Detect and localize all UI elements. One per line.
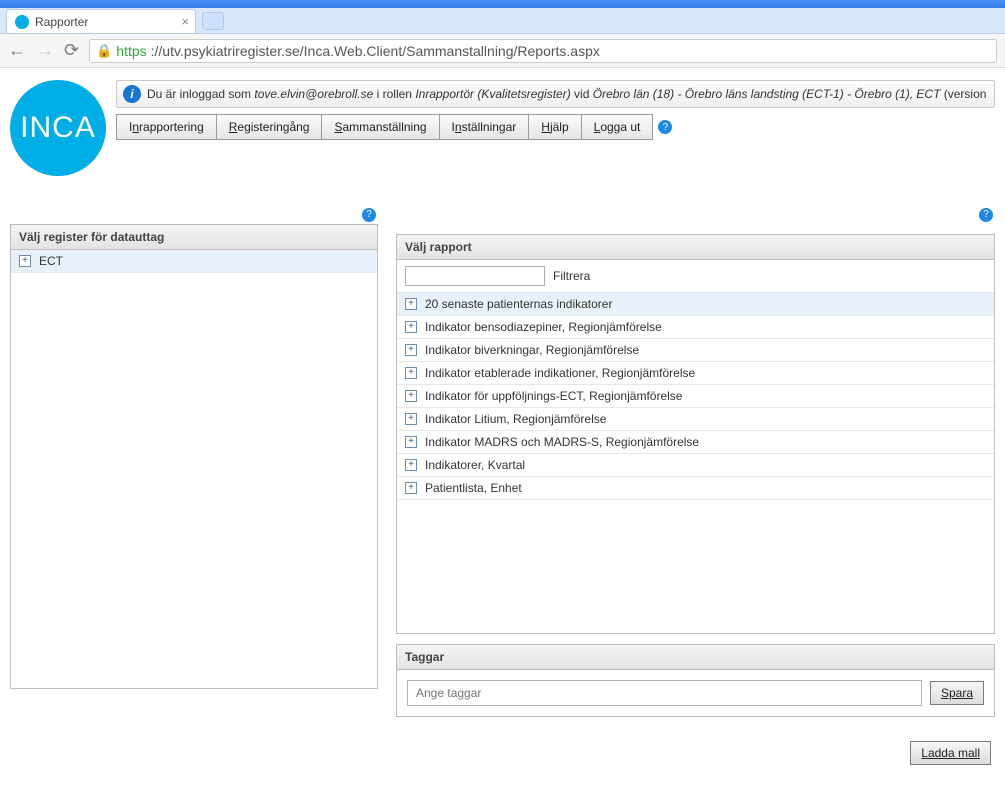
expand-icon[interactable]: +	[405, 344, 417, 356]
report-panel-title: Välj rapport	[397, 235, 994, 260]
help-icon[interactable]: ?	[979, 208, 993, 222]
report-row[interactable]: + Patientlista, Enhet	[397, 477, 994, 500]
load-template-label: Ladda mall	[921, 746, 980, 760]
login-info-bar: i Du är inloggad som tove.elvin@orebroll…	[116, 80, 995, 108]
info-text: Du är inloggad som tove.elvin@orebroll.s…	[147, 87, 986, 101]
report-row-label: Indikatorer, Kvartal	[425, 458, 525, 472]
menu-item-4[interactable]: Hjälp	[528, 114, 581, 140]
report-row-label: Indikator för uppföljnings-ECT, Regionjä…	[425, 389, 682, 403]
report-row[interactable]: +20 senaste patienternas indikatorer	[397, 293, 994, 316]
browser-toolbar: ← → ⟳ 🔒 https ://utv.psykiatriregister.se…	[0, 34, 1005, 68]
report-row[interactable]: + Indikator bensodiazepiner, Regionjämför…	[397, 316, 994, 339]
menu-item-0[interactable]: Inrapportering	[116, 114, 217, 140]
report-filter-input[interactable]	[405, 266, 545, 286]
menu-item-3[interactable]: Inställningar	[439, 114, 530, 140]
save-button-label: Spara	[941, 686, 973, 700]
load-template-button[interactable]: Ladda mall	[910, 741, 991, 765]
filter-label: Filtrera	[553, 269, 590, 283]
save-button[interactable]: Spara	[930, 681, 984, 705]
back-icon[interactable]: ←	[8, 40, 26, 61]
report-filter-row: Filtrera	[397, 260, 994, 293]
browser-tab[interactable]: Rapporter ×	[6, 9, 196, 33]
lock-icon: 🔒	[96, 43, 112, 59]
expand-icon[interactable]: +	[405, 436, 417, 448]
tab-close-icon[interactable]: ×	[181, 14, 189, 29]
report-row-label: Indikator MADRS och MADRS-S, Regionjämfö…	[425, 435, 699, 449]
menu-item-1[interactable]: Registeringång	[216, 114, 323, 140]
inca-logo: INCA	[10, 80, 106, 176]
report-row[interactable]: + Indikator för uppföljnings-ECT, Regionj…	[397, 385, 994, 408]
address-bar[interactable]: 🔒 https ://utv.psykiatriregister.se/Inca.…	[89, 39, 997, 63]
info-role: Inrapportör (Kvalitetsregister)	[415, 87, 570, 101]
forward-icon[interactable]: →	[36, 40, 54, 61]
url-scheme: https	[116, 43, 146, 59]
info-user: tove.elvin@orebroll.se	[254, 87, 373, 101]
tags-input[interactable]	[407, 680, 922, 706]
expand-icon[interactable]: +	[405, 413, 417, 425]
report-row-label: Indikator Litium, Regionjämförelse	[425, 412, 606, 426]
report-row-label: Indikator bensodiazepiner, Regionjämföre…	[425, 320, 662, 334]
expand-icon[interactable]: +	[405, 482, 417, 494]
tab-title: Rapporter	[35, 15, 88, 29]
report-row-label: Indikator etablerade indikationer, Regio…	[425, 366, 695, 380]
page-content: INCA i Du är inloggad som tove.elvin@ore…	[0, 68, 1005, 785]
info-mid1: i rollen	[373, 87, 415, 101]
report-panel: Välj rapport Filtrera +20 senaste patien…	[396, 234, 995, 634]
report-row-label: 20 senaste patienternas indikatorer	[425, 297, 612, 311]
report-row[interactable]: + Indikator biverkningar, Regionjämförels…	[397, 339, 994, 362]
help-icon[interactable]: ?	[658, 120, 672, 134]
info-icon: i	[123, 85, 141, 103]
register-row[interactable]: + ECT	[11, 250, 377, 273]
menu-item-5[interactable]: Logga ut	[581, 114, 654, 140]
register-panel-title: Välj register för datauttag	[11, 225, 377, 250]
report-row[interactable]: + Indikator etablerade indikationer, Regi…	[397, 362, 994, 385]
new-tab-button[interactable]	[202, 12, 224, 30]
expand-icon[interactable]: +	[405, 390, 417, 402]
report-row[interactable]: + Indikator MADRS och MADRS-S, Regionjämf…	[397, 431, 994, 454]
tab-favicon-icon	[15, 15, 29, 29]
main-menu: InrapporteringRegisteringångSammanställn…	[116, 114, 995, 140]
help-icon[interactable]: ?	[362, 208, 376, 222]
window-top-stripe	[0, 0, 1005, 8]
tags-panel: Taggar Spara	[396, 644, 995, 717]
info-context: Örebro län (18) - Örebro läns landsting …	[593, 87, 941, 101]
expand-icon[interactable]: +	[405, 298, 417, 310]
reload-icon[interactable]: ⟳	[64, 40, 79, 61]
info-tail: (version	[940, 87, 986, 101]
report-row[interactable]: + Indikatorer, Kvartal	[397, 454, 994, 477]
register-row-label: ECT	[39, 254, 63, 268]
report-row-label: Patientlista, Enhet	[425, 481, 522, 495]
info-prefix: Du är inloggad som	[147, 87, 254, 101]
register-panel: Välj register för datauttag + ECT	[10, 224, 378, 689]
url-rest: ://utv.psykiatriregister.se/Inca.Web.Cli…	[151, 43, 600, 59]
info-mid2: vid	[571, 87, 593, 101]
report-row-label: Indikator biverkningar, Regionjämförelse	[425, 343, 639, 357]
expand-icon[interactable]: +	[405, 321, 417, 333]
tags-panel-title: Taggar	[397, 645, 994, 670]
report-row[interactable]: + Indikator Litium, Regionjämförelse	[397, 408, 994, 431]
expand-icon[interactable]: +	[405, 459, 417, 471]
menu-item-2[interactable]: Sammanställning	[321, 114, 439, 140]
expand-icon[interactable]: +	[405, 367, 417, 379]
browser-tab-strip: Rapporter ×	[0, 8, 1005, 34]
expand-icon[interactable]: +	[19, 255, 31, 267]
